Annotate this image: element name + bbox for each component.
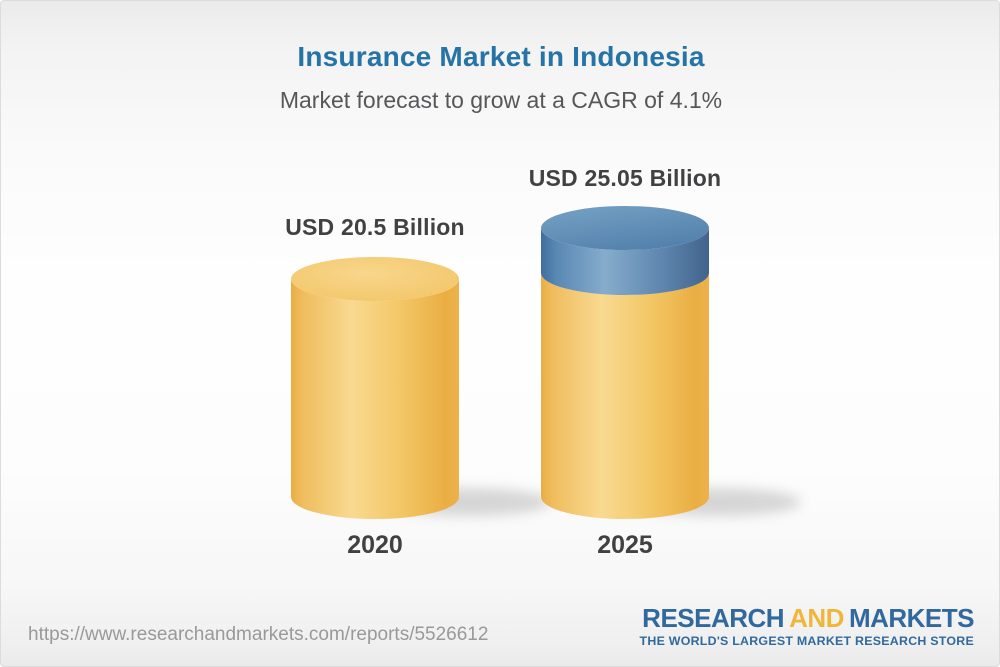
logo-wordmark: RESEARCH AND MARKETS — [640, 605, 974, 631]
bar-2020-body — [291, 279, 459, 519]
bar-2020-top — [291, 257, 459, 301]
page-title: Insurance Market in Indonesia — [297, 41, 705, 72]
bar-2025-category-label: 2025 — [597, 531, 653, 559]
logo-word-and: AND — [789, 603, 844, 633]
bar-2025-growth-segment — [541, 228, 709, 295]
logo-word-research: RESEARCH — [642, 603, 785, 633]
logo-tagline: THE WORLD'S LARGEST MARKET RESEARCH STOR… — [639, 634, 974, 648]
bar-2025 — [541, 206, 709, 519]
bar-2020-category-label: 2020 — [347, 531, 403, 559]
research-and-markets-logo: RESEARCH AND MARKETS THE WORLD'S LARGEST M… — [639, 605, 975, 648]
bar-2025-top — [541, 206, 709, 250]
bar-2020 — [291, 257, 459, 519]
bar-2020-value-label: USD 20.5 Billion — [285, 214, 465, 240]
report-url: https://www.researchandmarkets.com/repor… — [28, 624, 489, 645]
page-subtitle: Market forecast to grow at a CAGR of 4.1… — [279, 87, 723, 113]
bar-2025-value-label: USD 25.05 Billion — [528, 165, 722, 191]
logo-word-markets: MARKETS — [848, 603, 975, 633]
bar-2025-base-segment — [541, 273, 709, 519]
